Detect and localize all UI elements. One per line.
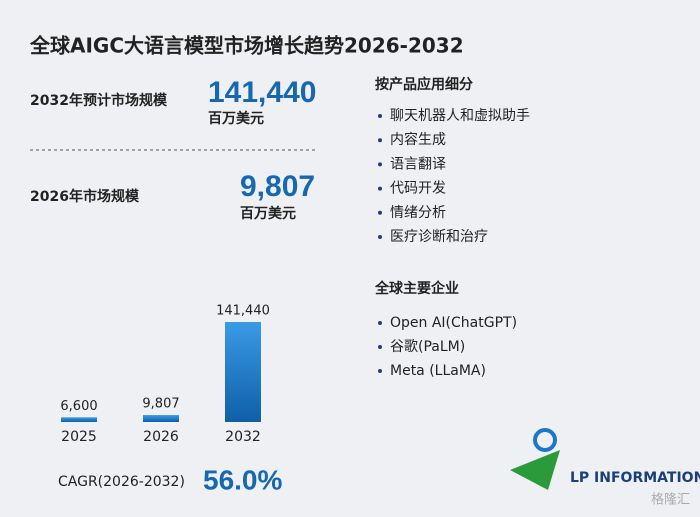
bullet <box>378 210 382 215</box>
big-number: 141,440 <box>208 76 316 109</box>
label: 2032年预计市场规模 <box>30 92 168 109</box>
bullet <box>378 369 382 373</box>
list-item: 语言翻译 <box>390 156 446 172</box>
bullet <box>378 345 382 349</box>
unit: 百万美元 <box>240 205 296 222</box>
section-title: 按产品应用细分 <box>375 76 473 93</box>
x-tick-label: 2026 <box>143 429 179 445</box>
bullet <box>378 138 382 143</box>
value-label: 141,440 <box>216 304 270 319</box>
bullet <box>378 321 382 325</box>
bullet <box>378 186 382 191</box>
logo: LP INFORMATION <box>510 428 700 490</box>
list-item: 代码开发 <box>390 181 446 197</box>
list-item: 情绪分析 <box>390 205 446 221</box>
list-item: 医疗诊断和治疗 <box>390 229 488 245</box>
bullet <box>378 235 382 239</box>
title: 全球AIGC大语言模型市场增长趋势2026-2032 <box>29 34 464 58</box>
label: 2026年市场规模 <box>30 188 140 205</box>
unit: 百万美元 <box>208 110 264 127</box>
list-item: 聊天机器人和虚拟助手 <box>390 108 530 124</box>
cagr-label: CAGR(2026-2032) <box>58 474 185 490</box>
list-item: Open AI(ChatGPT) <box>390 315 517 331</box>
watermark: 格隆汇 <box>651 492 690 508</box>
bullet <box>378 114 382 118</box>
logo-mark <box>510 450 560 490</box>
section-title: 全球主要企业 <box>374 280 459 297</box>
bullet <box>378 162 382 167</box>
logo-text: LP INFORMATION <box>570 470 700 486</box>
value-label: 6,600 <box>60 399 97 414</box>
list-item: 谷歌(PaLM) <box>390 339 465 355</box>
bar <box>225 322 261 422</box>
list-item: 内容生成 <box>390 131 446 148</box>
logo-mark <box>533 428 557 452</box>
value-label: 9,807 <box>142 397 179 412</box>
cagr-value: 56.0% <box>203 464 282 495</box>
bar <box>61 417 97 422</box>
x-tick-label: 2025 <box>61 429 97 445</box>
list-item: Meta (LLaMA) <box>390 363 486 379</box>
x-tick-label: 2032 <box>225 429 261 445</box>
bar <box>143 415 179 422</box>
big-number: 9,807 <box>240 170 315 203</box>
